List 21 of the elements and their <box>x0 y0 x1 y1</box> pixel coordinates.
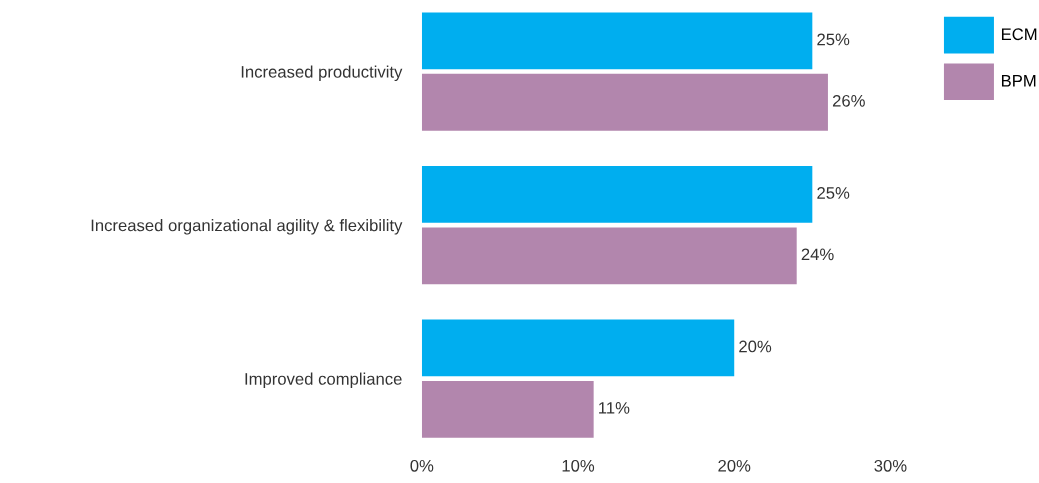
x-tick-label: 0% <box>410 459 434 472</box>
legend-label: ECM <box>1001 28 1037 41</box>
y-tick-label: Improved compliance <box>245 372 402 389</box>
bar <box>421 12 813 70</box>
bar <box>421 380 594 438</box>
x-tick-label: 20% <box>718 459 751 472</box>
y-tick-label: Increased organizational agility & flexibility <box>91 219 403 235</box>
bar <box>421 227 797 285</box>
bar <box>421 73 828 131</box>
x-tick-label: 10% <box>562 459 595 472</box>
bar <box>421 319 735 377</box>
data-label: 20% <box>739 340 772 353</box>
bar <box>421 165 813 223</box>
y-tick-label: Increased productivity <box>241 65 403 82</box>
data-label: 11% <box>599 402 630 414</box>
legend-label: BPM <box>1001 75 1036 87</box>
data-label: 26% <box>832 94 865 107</box>
data-label: 24% <box>801 248 834 261</box>
data-label: 25% <box>817 33 850 46</box>
x-tick-label: 30% <box>874 459 907 472</box>
data-label: 25% <box>817 187 850 199</box>
